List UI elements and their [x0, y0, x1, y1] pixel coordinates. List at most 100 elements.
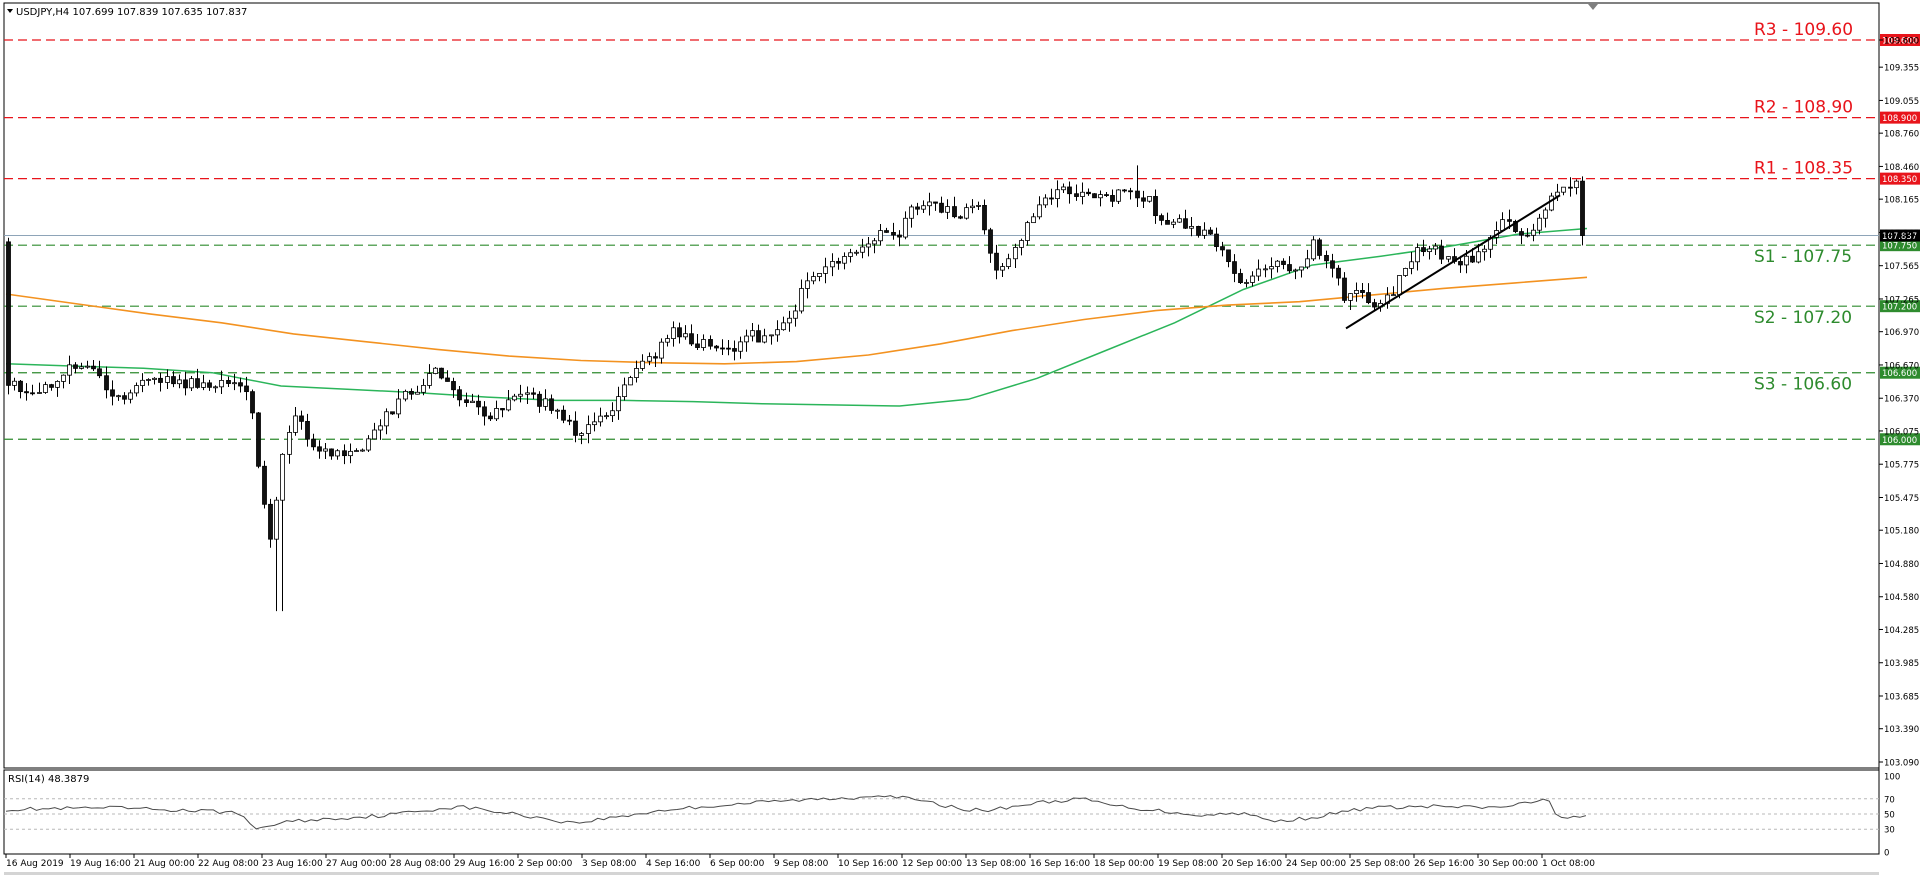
rsi-tick-label: 100 [1884, 773, 1900, 783]
y-tick-label: 105.775 [1884, 461, 1919, 471]
candle [1476, 251, 1481, 263]
candle [195, 378, 200, 388]
x-tick-label: 23 Aug 16:00 [262, 859, 323, 869]
candle [781, 322, 786, 331]
candle [110, 389, 115, 397]
candle [1342, 277, 1347, 301]
x-tick-label: 3 Sep 08:00 [582, 859, 637, 869]
candle [964, 207, 969, 219]
trendline[interactable] [1345, 194, 1561, 330]
price-tag-s2 [1880, 300, 1920, 313]
candle [1244, 282, 1249, 284]
y-tick-label: 107.565 [1884, 262, 1919, 272]
candle [171, 376, 176, 385]
candle [976, 205, 981, 207]
x-tick-label: 22 Aug 08:00 [198, 859, 259, 869]
candle [1055, 189, 1060, 200]
y-tick-label: 103.090 [1884, 759, 1919, 769]
candle [85, 365, 90, 368]
candle [67, 364, 72, 376]
candle [500, 408, 505, 411]
chart-shift-marker-icon[interactable] [1588, 4, 1598, 10]
candle [55, 381, 60, 388]
candle [43, 384, 48, 393]
price-pane-frame [3, 2, 1880, 769]
candle [1232, 261, 1237, 274]
candle [939, 202, 944, 213]
candle [1427, 248, 1432, 253]
candle [860, 246, 865, 253]
chart-scrollbar[interactable] [4, 872, 1879, 875]
y-tick-label: 105.180 [1884, 527, 1919, 537]
candle [1403, 268, 1408, 276]
candle [1208, 229, 1213, 235]
y-tick-label: 106.970 [1884, 328, 1919, 338]
candle [250, 391, 255, 414]
candle [1287, 264, 1292, 272]
candle [433, 367, 438, 374]
y-tick-label: 103.985 [1884, 659, 1919, 669]
candle [1421, 247, 1426, 253]
y-tick-label: 108.460 [1884, 163, 1919, 173]
candle [213, 386, 218, 389]
y-tick-label: 109.600 [1884, 37, 1919, 47]
candle [592, 421, 597, 426]
candle [579, 433, 584, 436]
candle [1269, 266, 1274, 270]
x-tick-label: 6 Sep 00:00 [710, 859, 765, 869]
candle [531, 392, 536, 395]
y-tick-label: 109.055 [1884, 97, 1919, 107]
candle [775, 329, 780, 336]
candle [1525, 234, 1530, 237]
candle [18, 380, 23, 393]
candle [1531, 229, 1536, 236]
rsi-tick-label: 50 [1884, 811, 1895, 821]
candle [293, 415, 298, 433]
candle [1580, 180, 1585, 236]
candle [1226, 249, 1231, 263]
candle [769, 334, 774, 337]
x-tick-label: 2 Sep 00:00 [518, 859, 573, 869]
candle [451, 381, 456, 391]
y-tick-label: 106.370 [1884, 395, 1919, 405]
y-tick-label: 105.475 [1884, 494, 1919, 504]
x-tick-label: 28 Aug 08:00 [390, 859, 451, 869]
x-tick-label: 9 Sep 08:00 [774, 859, 829, 869]
candle [1537, 217, 1542, 231]
candle [738, 341, 743, 352]
candle [1098, 194, 1103, 199]
candle [1092, 193, 1097, 199]
candle [952, 206, 957, 218]
candle [555, 409, 560, 412]
candle [366, 438, 371, 451]
candle [317, 446, 322, 452]
x-tick-label: 19 Sep 08:00 [1158, 859, 1218, 869]
candle [915, 206, 920, 210]
x-tick-label: 18 Sep 00:00 [1094, 859, 1154, 869]
candle [933, 201, 938, 204]
candle [732, 348, 737, 352]
candle [232, 382, 237, 385]
candle [1391, 294, 1396, 297]
price-tag-r1 [1880, 172, 1920, 185]
candle [445, 377, 450, 382]
candle [311, 438, 316, 448]
candle [1110, 195, 1115, 202]
candle [219, 380, 224, 388]
candle [1256, 268, 1261, 277]
candle [988, 229, 993, 254]
candle [189, 378, 194, 389]
candle [878, 230, 883, 242]
symbol-menu-icon[interactable] [7, 9, 13, 13]
candle [720, 347, 725, 350]
candle [116, 395, 121, 398]
candle [640, 360, 645, 369]
candle [384, 411, 389, 427]
candle [1470, 255, 1475, 263]
candle [897, 234, 902, 238]
candle [1317, 239, 1322, 256]
price-tag-text-s4: 106.000 [1882, 436, 1917, 446]
candle [183, 379, 188, 389]
candle [1543, 209, 1548, 219]
candle [854, 251, 859, 254]
